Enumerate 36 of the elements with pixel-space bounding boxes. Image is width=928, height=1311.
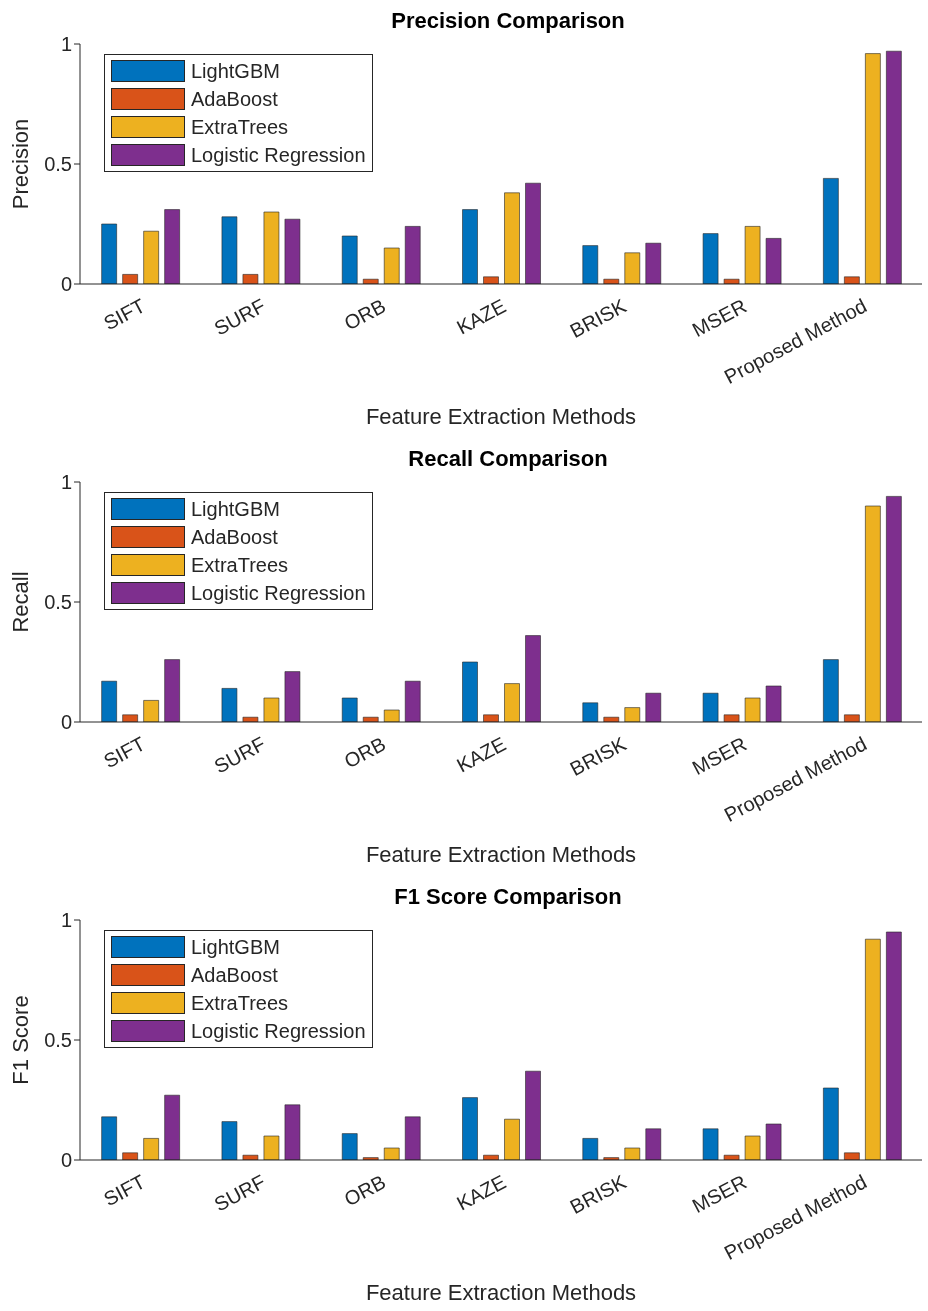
y-axis-title: Precision [7, 118, 33, 210]
legend-label: AdaBoost [191, 525, 278, 549]
y-tick-label: 0 [60, 711, 72, 734]
y-tick-label: 1 [60, 909, 72, 932]
x-tick-label: SIFT [99, 1170, 149, 1211]
legend-label: LightGBM [191, 497, 280, 521]
legend-label: ExtraTrees [191, 553, 289, 577]
chart-title: Precision Comparison [390, 8, 626, 34]
x-tick-label: ORB [340, 732, 390, 773]
x-tick-label: SIFT [99, 732, 149, 773]
legend-label: Logistic Regression [191, 1019, 366, 1043]
legend-label: AdaBoost [191, 963, 278, 987]
chart-title: Recall Comparison [407, 446, 609, 472]
x-axis-title: Feature Extraction Methods [365, 1280, 637, 1305]
y-tick-label: 0.5 [44, 1029, 72, 1052]
legend-label: LightGBM [191, 59, 280, 83]
y-tick-label: 0 [60, 273, 72, 296]
y-tick-label: 0.5 [44, 591, 72, 614]
legend-label: Logistic Regression [191, 581, 366, 605]
y-tick-label: 0.5 [44, 153, 72, 176]
legend-label: ExtraTrees [191, 991, 289, 1015]
legend-label: LightGBM [191, 935, 280, 959]
y-tick-label: 1 [60, 33, 72, 56]
x-axis-title: Feature Extraction Methods [365, 842, 637, 867]
chart-title: F1 Score Comparison [393, 884, 623, 910]
y-tick-label: 0 [60, 1149, 72, 1172]
legend-label: ExtraTrees [191, 115, 289, 139]
x-tick-label: SIFT [99, 294, 149, 335]
y-axis-title: Recall [7, 571, 33, 633]
y-axis-title: F1 Score [7, 995, 33, 1085]
x-axis-title: Feature Extraction Methods [365, 404, 637, 429]
legend-label: AdaBoost [191, 87, 278, 111]
legend-label: Logistic Regression [191, 143, 366, 167]
y-tick-label: 1 [60, 471, 72, 494]
x-tick-label: ORB [340, 1170, 390, 1211]
x-tick-label: ORB [340, 294, 390, 335]
